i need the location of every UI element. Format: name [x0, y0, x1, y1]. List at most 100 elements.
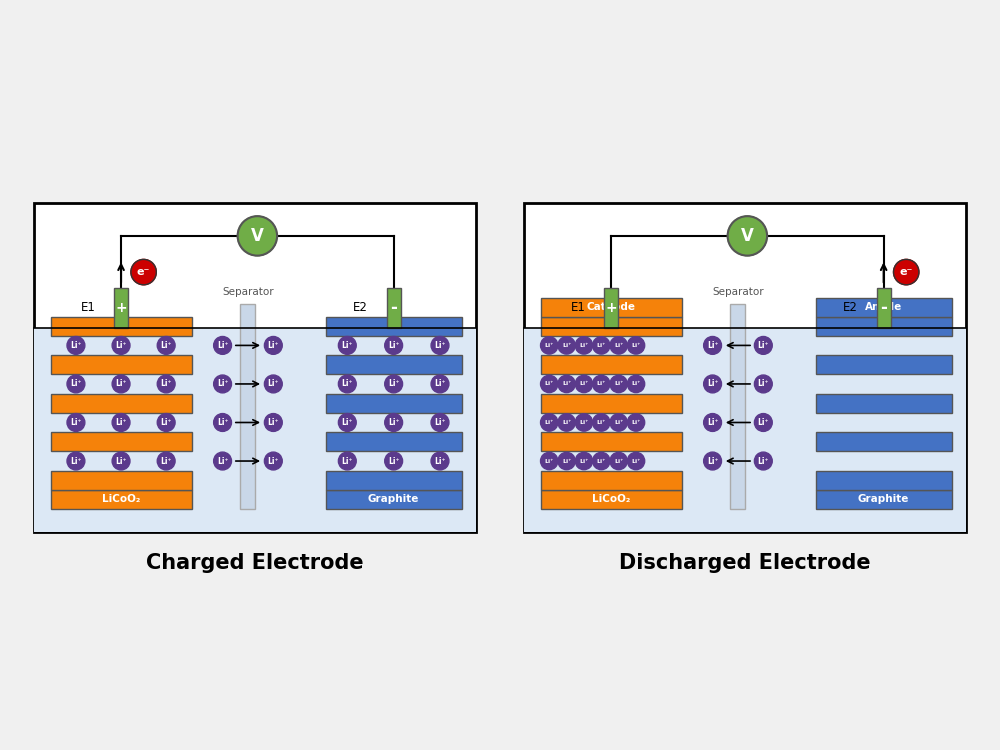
Text: E2: E2	[843, 301, 858, 314]
Text: Li⁺: Li⁺	[115, 418, 127, 427]
Circle shape	[214, 375, 232, 393]
Bar	[114, 287, 128, 328]
Bar	[524, 328, 966, 532]
Bar	[541, 471, 682, 490]
Bar	[51, 316, 192, 335]
Text: Cathode: Cathode	[587, 302, 636, 312]
Circle shape	[112, 337, 130, 354]
Text: Li⁺: Li⁺	[545, 343, 554, 348]
Text: Li⁺: Li⁺	[758, 457, 769, 466]
Text: Li⁺: Li⁺	[217, 457, 228, 466]
Text: Li⁺: Li⁺	[597, 420, 606, 425]
Bar	[816, 432, 952, 451]
Text: Li⁺: Li⁺	[707, 418, 718, 427]
Circle shape	[558, 337, 575, 354]
Circle shape	[67, 337, 85, 354]
Text: Li⁺: Li⁺	[614, 458, 623, 464]
Text: Li⁺: Li⁺	[631, 343, 641, 348]
Circle shape	[157, 413, 175, 431]
Text: Li⁺: Li⁺	[434, 418, 446, 427]
Circle shape	[593, 375, 610, 393]
Bar	[541, 298, 682, 316]
Circle shape	[264, 375, 282, 393]
Text: Li⁺: Li⁺	[597, 458, 606, 464]
Circle shape	[541, 452, 558, 470]
Bar	[816, 298, 952, 316]
Circle shape	[338, 375, 356, 393]
Circle shape	[238, 216, 277, 256]
Text: Li⁺: Li⁺	[758, 418, 769, 427]
Text: Li⁺: Li⁺	[707, 457, 718, 466]
Text: E2: E2	[353, 301, 368, 314]
Text: Li⁺: Li⁺	[268, 418, 279, 427]
Text: Li⁺: Li⁺	[70, 418, 82, 427]
Bar	[326, 471, 462, 490]
Text: Li⁺: Li⁺	[115, 457, 127, 466]
Circle shape	[610, 337, 627, 354]
Circle shape	[214, 337, 232, 354]
Text: Discharged Electrode: Discharged Electrode	[619, 553, 871, 572]
Circle shape	[541, 375, 558, 393]
Bar	[524, 203, 966, 532]
Text: Li⁺: Li⁺	[614, 343, 623, 348]
Text: E1: E1	[81, 301, 96, 314]
Text: LiCoO₂: LiCoO₂	[102, 494, 140, 504]
Circle shape	[593, 337, 610, 354]
Circle shape	[338, 452, 356, 470]
Text: Li⁺: Li⁺	[707, 380, 718, 388]
Bar	[51, 432, 192, 451]
Text: Li⁺: Li⁺	[434, 457, 446, 466]
Text: Li⁺: Li⁺	[579, 343, 589, 348]
Circle shape	[593, 414, 610, 431]
Text: +: +	[605, 301, 617, 314]
Text: Li⁺: Li⁺	[579, 458, 589, 464]
Circle shape	[157, 337, 175, 354]
Bar	[541, 394, 682, 412]
Circle shape	[385, 413, 403, 431]
Text: Li⁺: Li⁺	[562, 458, 571, 464]
Circle shape	[627, 452, 645, 470]
Bar	[816, 394, 952, 412]
Bar	[816, 490, 952, 508]
Text: Graphite: Graphite	[858, 494, 909, 504]
Text: Li⁺: Li⁺	[70, 380, 82, 388]
Circle shape	[112, 375, 130, 393]
Bar	[326, 394, 462, 412]
Text: Li⁺: Li⁺	[388, 380, 399, 388]
Text: Li⁺: Li⁺	[388, 341, 399, 350]
Circle shape	[157, 452, 175, 470]
Text: Li⁺: Li⁺	[160, 457, 172, 466]
Bar	[541, 316, 682, 335]
Text: Li⁺: Li⁺	[597, 343, 606, 348]
Text: Li⁺: Li⁺	[388, 418, 399, 427]
Circle shape	[558, 452, 575, 470]
Text: Li⁺: Li⁺	[631, 420, 641, 425]
Text: Anode: Anode	[865, 302, 902, 312]
Text: Li⁺: Li⁺	[160, 380, 172, 388]
Bar	[541, 356, 682, 374]
Text: Li⁺: Li⁺	[579, 382, 589, 386]
Bar	[51, 394, 192, 412]
Text: Li⁺: Li⁺	[562, 343, 571, 348]
Text: Li⁺: Li⁺	[545, 382, 554, 386]
Bar	[51, 356, 192, 374]
Circle shape	[67, 413, 85, 431]
Bar	[730, 304, 745, 508]
Circle shape	[754, 375, 772, 393]
Circle shape	[385, 375, 403, 393]
Circle shape	[264, 452, 282, 470]
Circle shape	[610, 452, 627, 470]
Bar	[326, 432, 462, 451]
Bar	[326, 316, 462, 335]
Text: e⁻: e⁻	[900, 267, 913, 277]
Text: Li⁺: Li⁺	[342, 380, 353, 388]
Text: Charged Electrode: Charged Electrode	[146, 553, 364, 572]
Bar	[326, 490, 462, 508]
Text: Li⁺: Li⁺	[545, 420, 554, 425]
Circle shape	[610, 375, 627, 393]
Circle shape	[431, 452, 449, 470]
Circle shape	[610, 414, 627, 431]
Text: Li⁺: Li⁺	[268, 341, 279, 350]
Circle shape	[541, 414, 558, 431]
Circle shape	[214, 452, 232, 470]
